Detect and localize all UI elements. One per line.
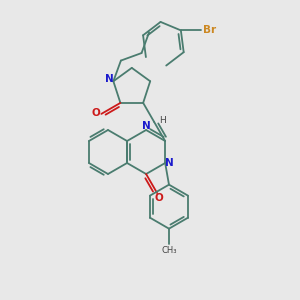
Text: N: N [105,74,114,84]
Text: H: H [159,116,166,125]
Text: N: N [142,121,151,131]
Text: Br: Br [203,26,216,35]
Text: N: N [165,158,173,168]
Text: CH₃: CH₃ [161,246,177,255]
Text: O: O [92,108,101,118]
Text: O: O [155,193,164,203]
